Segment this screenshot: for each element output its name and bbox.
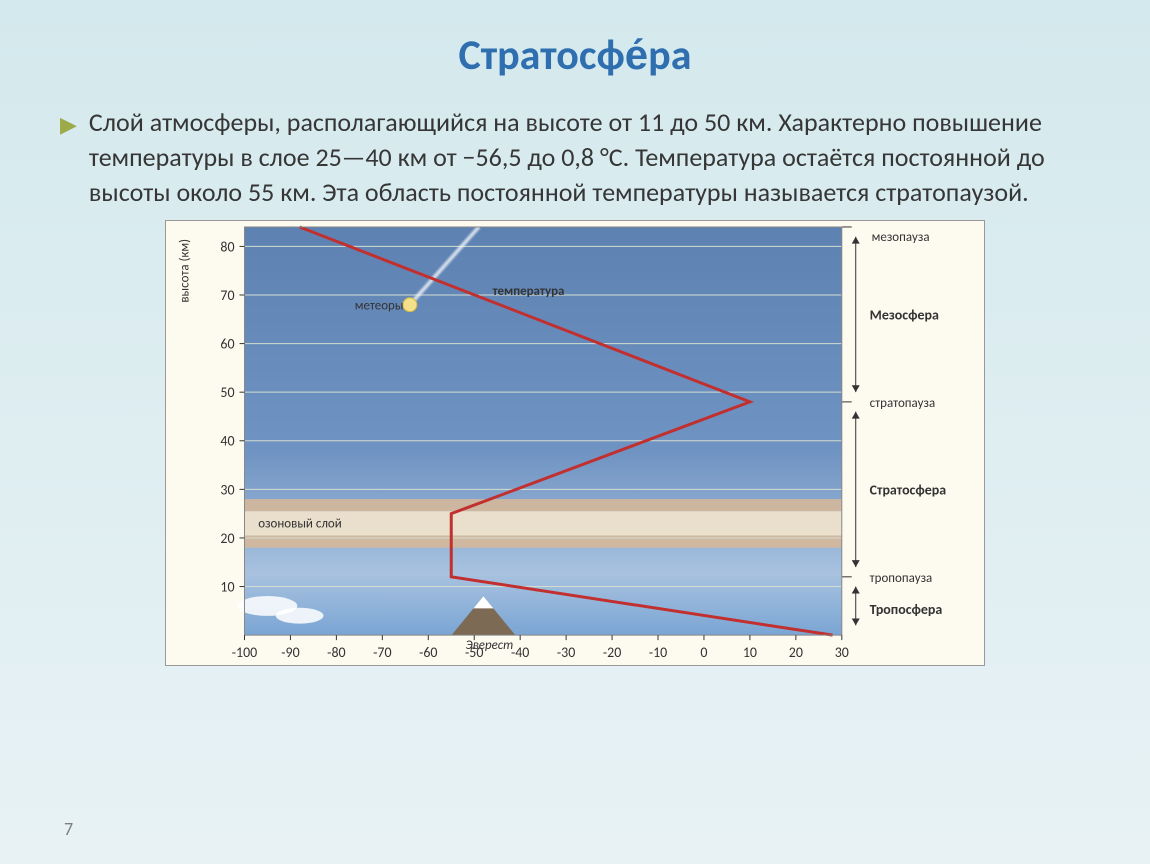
y-tick-label: 20: [220, 530, 234, 547]
x-tick-label: -10: [649, 644, 667, 661]
mesopause-label: мезопауза: [872, 230, 930, 245]
atmosphere-chart: 1020304050607080-100-90-80-70-60-50-40-3…: [165, 220, 985, 666]
x-tick-label: -40: [511, 644, 529, 661]
y-tick-label: 40: [220, 433, 234, 450]
page-number: 7: [64, 818, 73, 840]
y-tick-label: 70: [220, 287, 234, 304]
x-tick-label: 30: [835, 644, 849, 661]
x-tick-label: -60: [419, 644, 437, 661]
meteor-label: метеоры: [355, 299, 404, 314]
content-row: ▶ Слой атмосферы, располагающийся на выс…: [60, 105, 1090, 210]
tropopause-label: тропопауза: [870, 571, 933, 586]
bullet-icon: ▶: [60, 111, 77, 138]
x-tick-label: 0: [700, 644, 707, 661]
x-tick-label: -100: [232, 644, 257, 661]
troposphere-label: Тропосфера: [870, 601, 943, 618]
body-text: Слой атмосферы, располагающийся на высот…: [89, 105, 1089, 210]
x-tick-label: -90: [281, 644, 299, 661]
temperature-label: температура: [493, 284, 565, 299]
y-tick-label: 80: [220, 239, 234, 256]
x-tick-label: 20: [789, 644, 803, 661]
stratopause-label: стратопауза: [870, 396, 936, 411]
mesosphere-label: Мезосфера: [870, 307, 939, 324]
x-tick-label: -80: [327, 644, 345, 661]
x-tick-label: 10: [743, 644, 757, 661]
y-tick-label: 60: [220, 336, 234, 353]
stratosphere-label: Стратосфера: [870, 482, 947, 499]
y-tick-label: 10: [220, 579, 234, 596]
x-tick-label: -20: [603, 644, 621, 661]
y-axis-title: высота (км): [178, 239, 193, 303]
slide-title: Стратосфе́ра: [60, 30, 1090, 81]
ozone-label: озоновый слой: [258, 517, 341, 532]
everest-label: Эверест: [465, 638, 513, 653]
x-tick-label: -30: [557, 644, 575, 661]
y-tick-label: 50: [220, 384, 234, 401]
x-tick-label: -70: [373, 644, 391, 661]
y-tick-label: 30: [220, 482, 234, 499]
chart-svg: 1020304050607080-100-90-80-70-60-50-40-3…: [166, 221, 984, 665]
